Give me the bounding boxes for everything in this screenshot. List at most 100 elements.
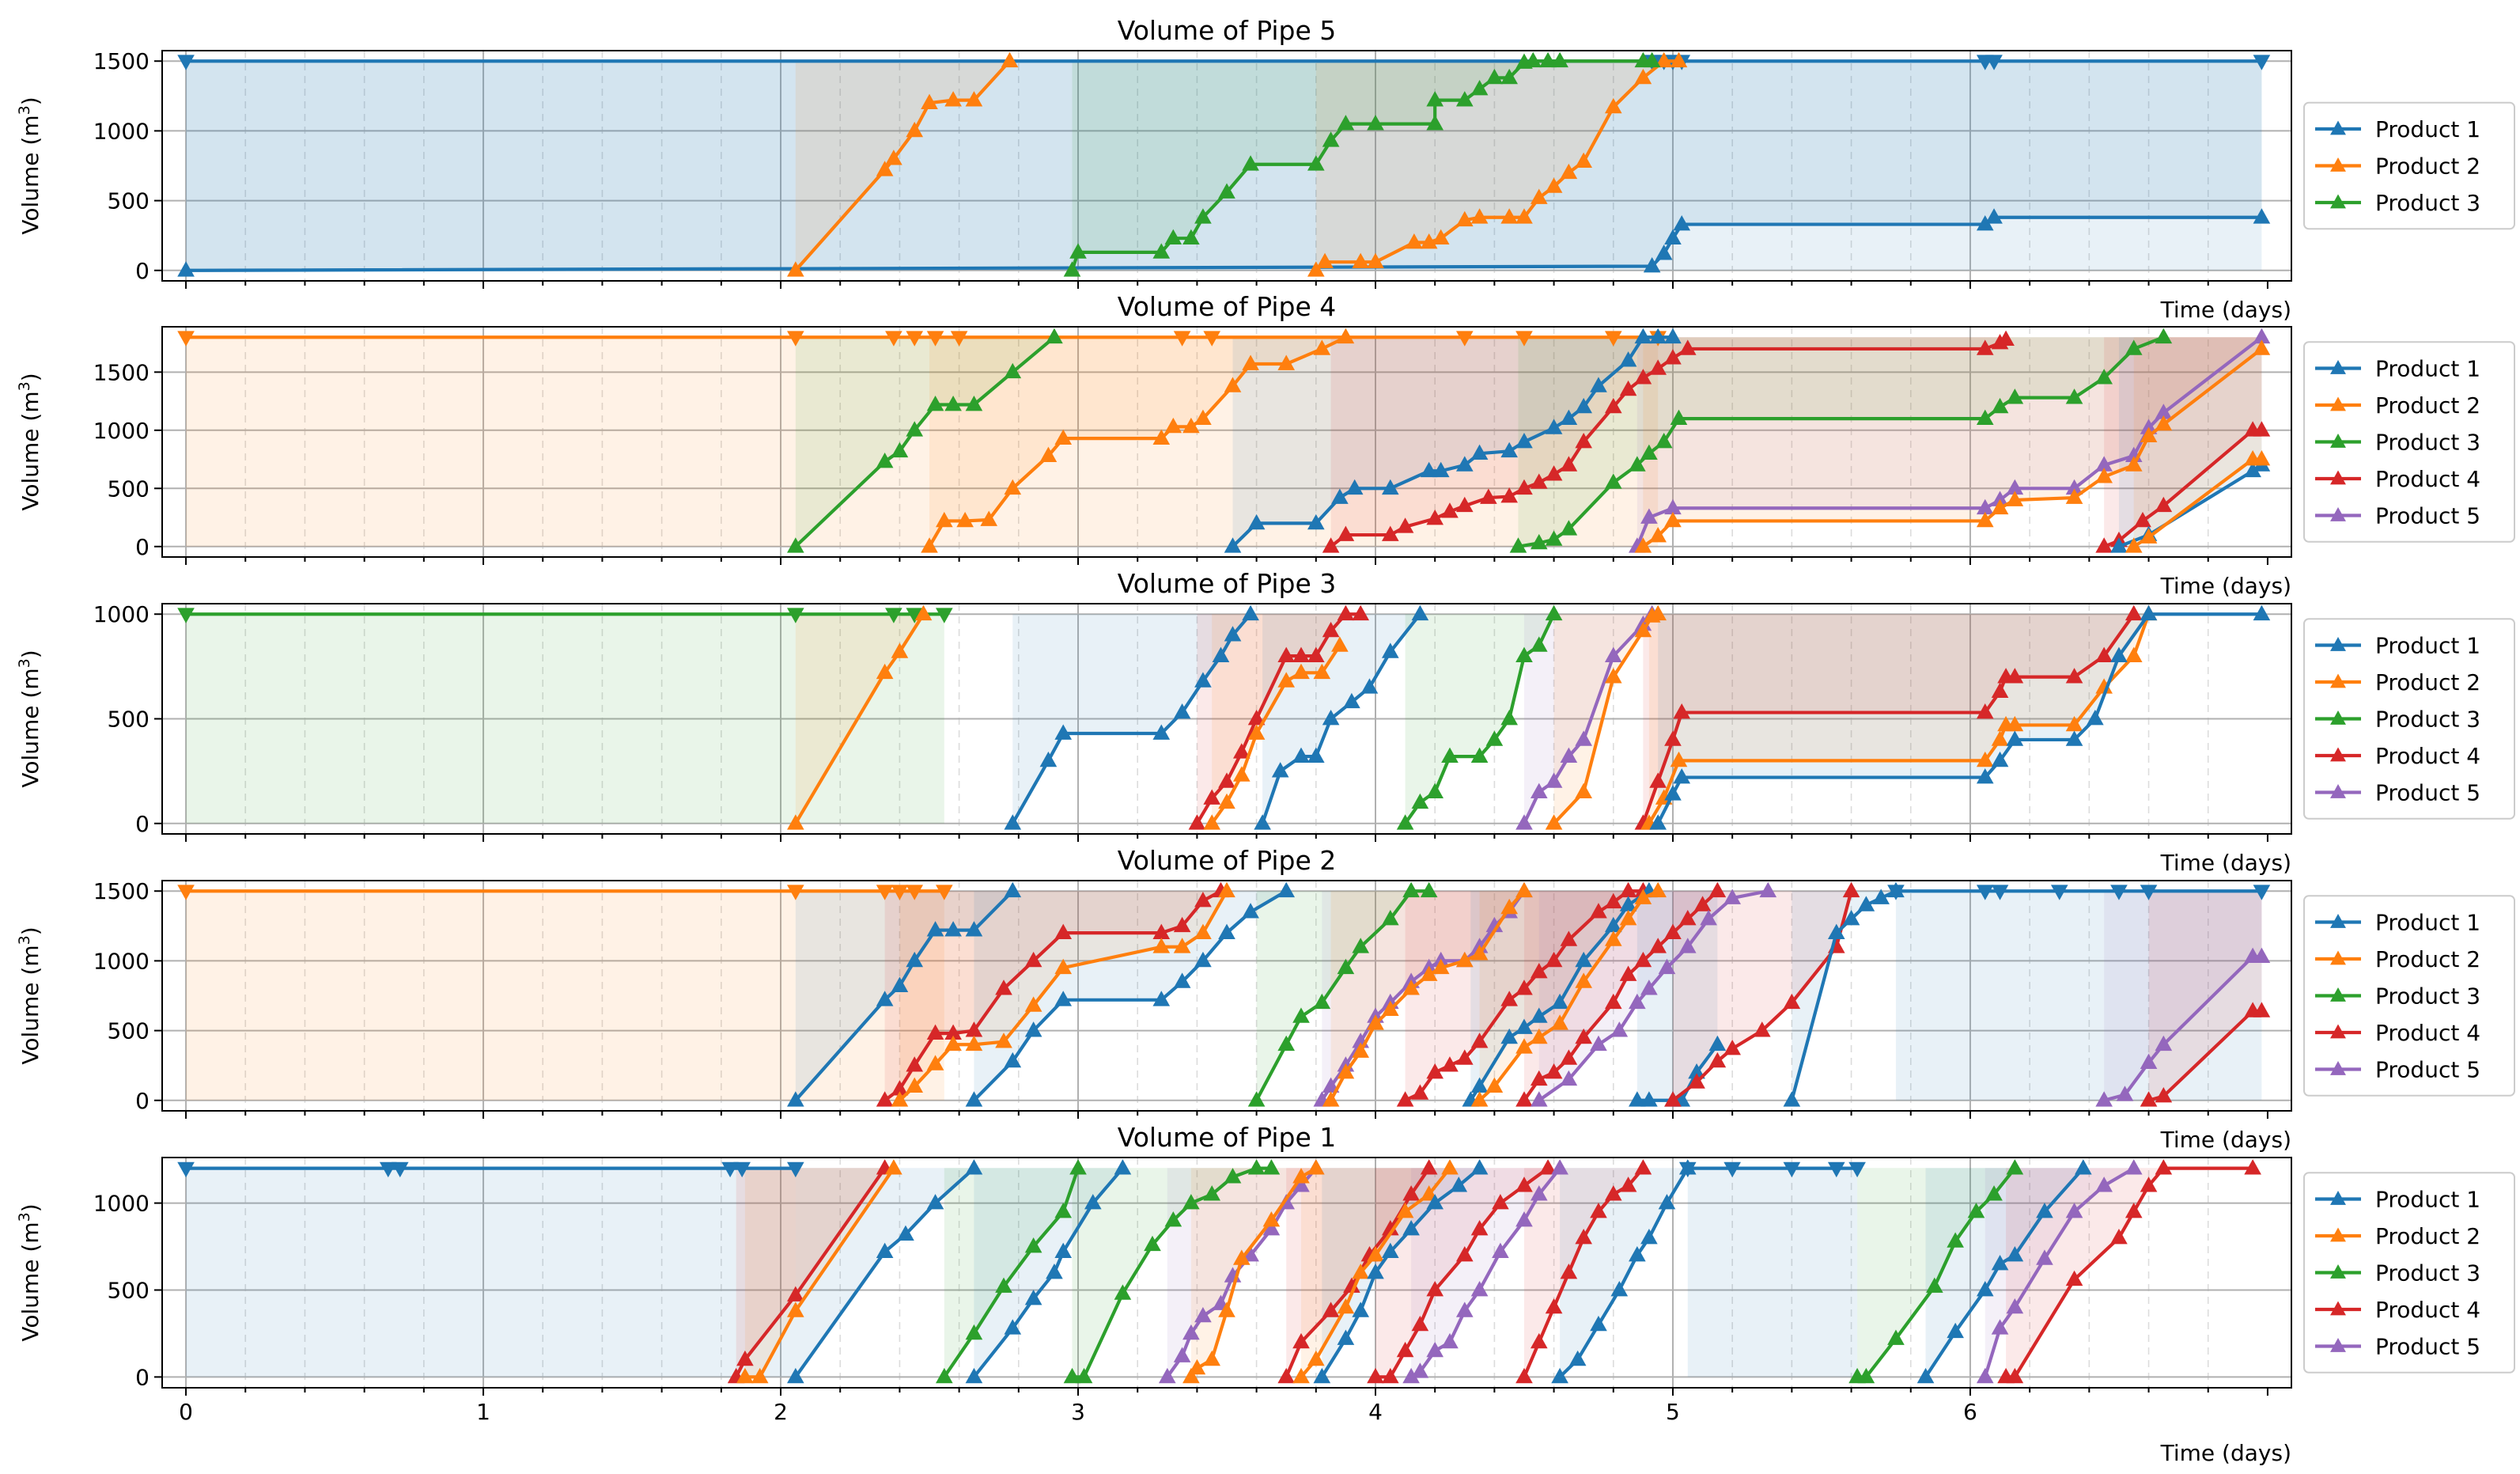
point-product-5 xyxy=(2140,1053,2158,1069)
y-tick-label: 1000 xyxy=(93,418,149,444)
x-tick-label: 1 xyxy=(476,1399,490,1425)
area-product-2 xyxy=(1553,614,1659,824)
point-product-2 xyxy=(965,1035,983,1052)
point-product-4 xyxy=(1530,962,1548,979)
x-tick-label: 6 xyxy=(1963,1399,1977,1425)
point-product-1 xyxy=(1420,461,1438,478)
point-product-1 xyxy=(1004,1319,1022,1335)
legend-label-product-5: Product 5 xyxy=(2375,503,2480,529)
point-product-4 xyxy=(1634,369,1652,385)
point-product-2 xyxy=(787,885,804,900)
point-product-5 xyxy=(1629,993,1646,1010)
y-tick-label: 0 xyxy=(135,811,149,837)
legend-marker-product-4 xyxy=(2330,747,2346,762)
legend-label-product-4: Product 4 xyxy=(2375,1020,2480,1046)
point-product-2 xyxy=(891,1091,909,1107)
point-product-5 xyxy=(1182,1324,1200,1340)
point-product-2 xyxy=(1530,1028,1548,1044)
point-product-1 xyxy=(1337,1329,1355,1345)
legend-marker-product-1 xyxy=(2330,120,2346,135)
point-product-5 xyxy=(1530,1185,1548,1201)
axes-frame xyxy=(161,880,2292,1112)
point-product-3 xyxy=(1396,814,1414,830)
point-product-3 xyxy=(1069,243,1087,259)
point-product-4 xyxy=(1203,789,1221,805)
y-tick-label: 500 xyxy=(108,476,149,502)
point-product-4 xyxy=(1604,397,1622,414)
point-product-5 xyxy=(2116,1086,2134,1101)
point-product-2 xyxy=(1420,233,1438,249)
point-product-4 xyxy=(1024,951,1042,968)
point-product-1 xyxy=(787,1367,804,1384)
point-product-5 xyxy=(2155,1035,2173,1052)
point-product-2 xyxy=(944,1035,962,1052)
point-product-4 xyxy=(1426,1280,1444,1297)
point-product-4 xyxy=(1693,896,1712,911)
point-product-2 xyxy=(1500,898,1519,915)
point-product-1 xyxy=(1242,604,1259,621)
point-product-4 xyxy=(1455,1049,1474,1065)
point-product-1 xyxy=(1649,814,1667,830)
point-product-4 xyxy=(1560,1263,1578,1279)
point-product-1 xyxy=(1345,479,1364,495)
area-product-1 xyxy=(795,891,1013,1101)
point-product-5 xyxy=(2125,1159,2143,1175)
point-product-2 xyxy=(1406,233,1423,249)
point-product-3 xyxy=(1381,909,1399,926)
point-product-2 xyxy=(1232,766,1251,782)
area-product-5 xyxy=(1523,614,1652,824)
point-product-5 xyxy=(1551,1159,1568,1175)
point-product-2 xyxy=(2140,528,2158,544)
legend-marker-product-1 xyxy=(2330,360,2346,374)
point-product-1 xyxy=(1664,229,1682,245)
point-product-2 xyxy=(1976,511,1994,528)
point-product-2 xyxy=(1292,663,1310,680)
point-product-4 xyxy=(1560,930,1578,946)
point-product-2 xyxy=(885,1159,902,1175)
point-product-2 xyxy=(1218,793,1235,809)
point-product-1 xyxy=(1515,432,1533,449)
point-product-4 xyxy=(1673,703,1691,719)
point-product-2 xyxy=(1604,668,1622,684)
point-product-1 xyxy=(1432,461,1450,478)
point-product-3 xyxy=(1545,530,1563,546)
point-product-2 xyxy=(1634,537,1652,553)
area-product-2 xyxy=(899,891,1227,1101)
point-product-4 xyxy=(1664,730,1682,746)
point-product-3 xyxy=(1277,1035,1296,1052)
point-product-2 xyxy=(1292,1367,1310,1384)
point-product-3 xyxy=(1069,1159,1087,1175)
point-product-1 xyxy=(1352,1302,1370,1317)
area-product-4 xyxy=(884,891,1221,1101)
point-product-5 xyxy=(1530,782,1548,798)
point-product-4 xyxy=(2065,668,2083,684)
point-product-1 xyxy=(965,1091,983,1107)
point-product-3 xyxy=(2006,1159,2024,1175)
area-product-1 xyxy=(186,61,2262,271)
point-product-4 xyxy=(1604,993,1622,1010)
point-product-4 xyxy=(1842,881,1860,898)
point-product-1 xyxy=(1619,351,1637,367)
point-product-2 xyxy=(177,331,195,347)
point-product-3 xyxy=(1500,709,1519,726)
point-product-2 xyxy=(1307,1350,1325,1366)
point-product-1 xyxy=(1470,1159,1489,1175)
area-product-1 xyxy=(1687,1168,1858,1377)
point-product-4 xyxy=(1753,1021,1771,1037)
point-product-1 xyxy=(1783,1091,1801,1107)
y-axis-label: Volume (m3) xyxy=(16,97,44,234)
point-product-1 xyxy=(1254,814,1271,830)
point-product-5 xyxy=(2253,947,2271,963)
y-tick-label: 0 xyxy=(135,258,149,284)
point-product-4 xyxy=(1708,1052,1727,1068)
point-product-4 xyxy=(1649,359,1667,375)
point-product-4 xyxy=(1194,892,1212,908)
area-product-2 xyxy=(2133,337,2262,547)
legend-label-product-3: Product 3 xyxy=(2375,190,2480,216)
point-product-3 xyxy=(1046,328,1063,344)
point-product-3 xyxy=(1182,229,1200,245)
point-product-3 xyxy=(1367,115,1384,131)
point-product-2 xyxy=(1054,429,1073,445)
legend: Product 1 Product 2 Product 3 Product 4 Prod… xyxy=(2303,1172,2515,1374)
point-product-4 xyxy=(876,1091,894,1107)
